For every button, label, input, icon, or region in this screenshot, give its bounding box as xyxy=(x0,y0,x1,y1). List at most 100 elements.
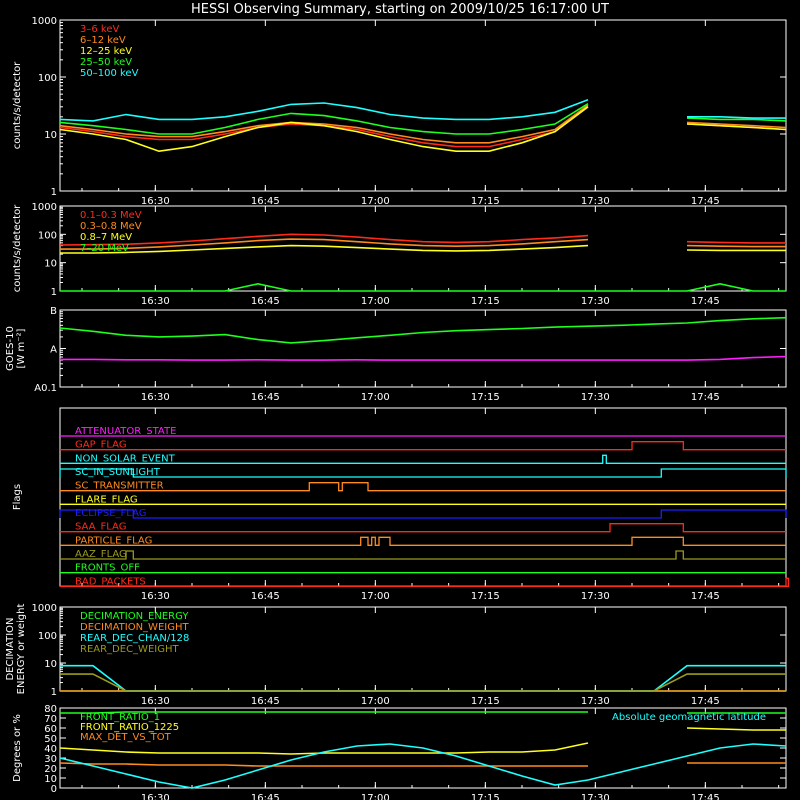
series-line-1 xyxy=(59,104,787,144)
time-tick-label: 17:45 xyxy=(691,296,720,307)
y-axis-label-2: ENERGY or weight xyxy=(16,604,27,695)
y-tick-label: 10 xyxy=(44,130,57,141)
panels: 16:30 16:45 17:00 17:15 17:30 17:45 counts/s/d… xyxy=(5,16,790,800)
y-tick-label: 60 xyxy=(44,724,57,735)
time-tick-label: 17:45 xyxy=(691,591,720,602)
series-line-1 xyxy=(60,355,787,361)
time-tick-label: 16:45 xyxy=(251,793,280,800)
flag-label: SC_TRANSMITTER xyxy=(75,481,164,492)
y-tick-label: A0.1 xyxy=(34,383,57,394)
legend-entry: 0.8–7 MeV xyxy=(80,232,132,243)
series-line-2 xyxy=(60,244,786,254)
y-axis-label: counts/s/detector xyxy=(12,61,23,149)
time-tick-label: 17:00 xyxy=(361,793,390,800)
legend-entry: FRONT_RATIO_1225 xyxy=(80,722,179,733)
legend-entry: REAR_DEC_WEIGHT xyxy=(80,644,179,655)
y-tick-label: 10 xyxy=(44,774,57,785)
flag-label: AAZ_FLAG xyxy=(75,549,127,560)
y-tick-label: 70 xyxy=(44,714,57,725)
panel-4: 16:30 16:45 17:00 17:15 17:30 17:45 DECIMATION… xyxy=(5,603,787,707)
legend-entry: DECIMATION_ENERGY xyxy=(80,611,189,622)
y-tick-label: 1000 xyxy=(32,603,57,614)
y-tick-label: 100 xyxy=(38,73,57,84)
legend-entry: 6–12 keV xyxy=(80,35,126,46)
flag-label: SAA_FLAG xyxy=(75,522,126,533)
panel-frame xyxy=(59,19,787,192)
time-tick-label: 16:30 xyxy=(141,591,170,602)
flag-label: ECLIPSE_FLAG xyxy=(75,508,146,519)
y-axis-label: DECIMATION xyxy=(5,617,16,680)
legend-entry: 25–50 keV xyxy=(80,57,132,68)
flag-line-8 xyxy=(60,536,786,546)
time-tick-label: 17:15 xyxy=(471,696,500,707)
time-tick-label: 16:30 xyxy=(141,696,170,707)
flag-label: BAD_PACKETS xyxy=(75,576,146,587)
y-tick-label: 100 xyxy=(38,631,57,642)
series-line-1 xyxy=(59,727,786,755)
time-tick-label: 16:30 xyxy=(141,196,170,207)
y-tick-label: 1000 xyxy=(32,202,57,213)
flag-line-11 xyxy=(60,577,790,587)
time-tick-label: 17:00 xyxy=(361,392,390,403)
series-line-4 xyxy=(59,98,786,122)
series-line-2 xyxy=(59,762,786,767)
flag-label: ATTENUATOR_STATE xyxy=(75,426,176,437)
y-tick-label: 10 xyxy=(44,659,57,670)
legend-entry: 50–100 keV xyxy=(80,68,139,79)
panel-3: 16:30 16:45 17:00 17:15 17:30 17:45 Flags ATTEN… xyxy=(12,407,790,602)
flag-label: NON_SOLAR_EVENT xyxy=(75,453,176,464)
y-axis-label: counts/s/detector xyxy=(12,204,23,292)
flag-line-2 xyxy=(60,454,786,464)
series-line-0 xyxy=(59,316,787,344)
series-line-3 xyxy=(60,282,786,292)
time-tick-label: 16:45 xyxy=(251,696,280,707)
flag-line-6 xyxy=(59,509,787,519)
panel-5: 16:30 16:45 17:00 17:15 17:30 17:45 Degrees or… xyxy=(12,704,787,800)
legend-entry: REAR_DEC_CHAN/128 xyxy=(80,633,189,644)
time-tick-label: 17:30 xyxy=(581,196,610,207)
time-tick-label: 16:30 xyxy=(141,392,170,403)
y-tick-label: 1 xyxy=(51,687,57,698)
y-axis-label: Degrees or % xyxy=(12,714,23,782)
y-tick-label: 100 xyxy=(38,230,57,241)
y-tick-label: B xyxy=(50,306,57,317)
legend-entry: 12–25 keV xyxy=(80,46,132,57)
flag-line-3 xyxy=(59,468,787,478)
time-tick-label: 17:30 xyxy=(581,793,610,800)
y-tick-label: 40 xyxy=(44,744,57,755)
flag-label: PARTICLE_FLAG xyxy=(75,535,152,546)
time-tick-label: 17:30 xyxy=(581,296,610,307)
time-tick-label: 17:30 xyxy=(581,392,610,403)
time-tick-label: 17:15 xyxy=(471,392,500,403)
time-tick-label: 16:45 xyxy=(251,392,280,403)
legend-entry: DECIMATION_WEIGHT xyxy=(80,622,189,633)
flag-line-1 xyxy=(60,441,786,451)
series-line-3 xyxy=(59,103,787,135)
time-tick-label: 17:00 xyxy=(361,296,390,307)
flag-line-9 xyxy=(60,550,786,560)
series-line-0 xyxy=(60,711,786,714)
y-tick-label: 10 xyxy=(44,259,57,270)
time-tick-label: 16:45 xyxy=(251,591,280,602)
series-line-3 xyxy=(60,673,786,692)
y-tick-label: 0 xyxy=(51,784,57,795)
flag-label: FRONTS_OFF xyxy=(75,563,140,574)
y-tick-label: 1000 xyxy=(32,16,57,27)
time-tick-label: 16:30 xyxy=(141,296,170,307)
legend-entry: 0.1–0.3 MeV xyxy=(80,210,142,221)
time-tick-label: 16:45 xyxy=(251,196,280,207)
time-tick-label: 17:45 xyxy=(691,392,720,403)
y-axis-label-2: [W m⁻²] xyxy=(16,328,27,368)
y-axis-label: Flags xyxy=(12,484,23,510)
panel-2: 16:30 16:45 17:00 17:15 17:30 17:45 GOES-10 [W … xyxy=(5,306,787,403)
time-tick-label: 17:30 xyxy=(581,591,610,602)
series-line-3 xyxy=(59,743,787,789)
y-tick-label: 50 xyxy=(44,734,57,745)
panel-1: 16:30 16:45 17:00 17:15 17:30 17:45 counts/s/d… xyxy=(12,202,787,307)
y-tick-label: 1 xyxy=(51,187,57,198)
legend-entry: 0.3–0.8 MeV xyxy=(80,221,142,232)
time-tick-label: 17:00 xyxy=(361,591,390,602)
time-tick-label: 17:45 xyxy=(691,196,720,207)
y-tick-label: 80 xyxy=(44,704,57,715)
